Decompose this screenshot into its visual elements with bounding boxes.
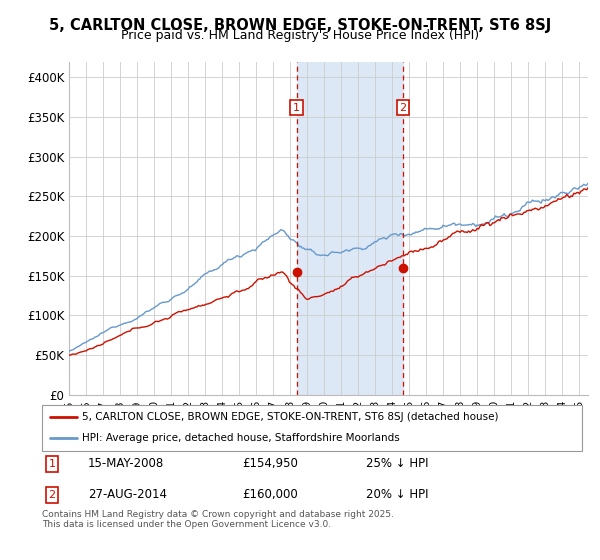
Text: 2: 2 bbox=[49, 490, 56, 500]
Text: 20% ↓ HPI: 20% ↓ HPI bbox=[366, 488, 428, 501]
Text: 5, CARLTON CLOSE, BROWN EDGE, STOKE-ON-TRENT, ST6 8SJ (detached house): 5, CARLTON CLOSE, BROWN EDGE, STOKE-ON-T… bbox=[83, 412, 499, 422]
Text: Contains HM Land Registry data © Crown copyright and database right 2025.
This d: Contains HM Land Registry data © Crown c… bbox=[42, 510, 394, 529]
Text: 2: 2 bbox=[400, 102, 407, 113]
Text: 27-AUG-2014: 27-AUG-2014 bbox=[88, 488, 167, 501]
Text: £154,950: £154,950 bbox=[242, 458, 298, 470]
Text: HPI: Average price, detached house, Staffordshire Moorlands: HPI: Average price, detached house, Staf… bbox=[83, 433, 400, 444]
Text: £160,000: £160,000 bbox=[242, 488, 298, 501]
Text: 1: 1 bbox=[293, 102, 300, 113]
Bar bbox=[296, 62, 403, 395]
FancyBboxPatch shape bbox=[42, 405, 582, 451]
Text: 1: 1 bbox=[49, 459, 55, 469]
Text: 15-MAY-2008: 15-MAY-2008 bbox=[88, 458, 164, 470]
Text: Price paid vs. HM Land Registry's House Price Index (HPI): Price paid vs. HM Land Registry's House … bbox=[121, 29, 479, 42]
Text: 5, CARLTON CLOSE, BROWN EDGE, STOKE-ON-TRENT, ST6 8SJ: 5, CARLTON CLOSE, BROWN EDGE, STOKE-ON-T… bbox=[49, 18, 551, 34]
Text: 25% ↓ HPI: 25% ↓ HPI bbox=[366, 458, 428, 470]
